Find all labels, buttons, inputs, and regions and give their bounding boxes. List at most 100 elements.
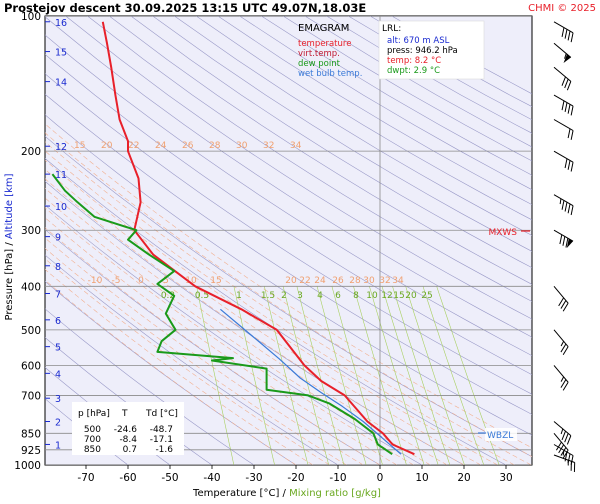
altitude-tick-label: 7 [55, 290, 61, 301]
legend-temperature: temperature [298, 39, 351, 49]
x-tick-label: -50 [161, 472, 178, 484]
table-cell: -17.1 [150, 435, 173, 445]
mixing-ratio-label: 1 [236, 291, 242, 301]
x-tick-label: -30 [245, 472, 262, 484]
x-axis-title: Temperature [°C] / Mixing ratio [g/kg] [192, 488, 381, 499]
mixing-ratio-label: 15 [393, 291, 404, 301]
altitude-tick-label: 12 [55, 142, 67, 153]
x-tick-label: -20 [287, 472, 304, 484]
x-tick-label: -40 [203, 472, 220, 484]
moist-adiabat-label: -5 [112, 276, 121, 286]
mixing-ratio-label: 8 [353, 291, 359, 301]
mixing-ratio-label: 3 [297, 291, 303, 301]
mixing-ratio-label: 1.5 [261, 291, 275, 301]
wind-barb [547, 330, 570, 355]
altitude-tick-label: 10 [55, 202, 67, 213]
y-tick-label: 850 [21, 428, 41, 440]
moist-adiabat-label: 15 [74, 141, 85, 151]
wind-barb [550, 22, 576, 42]
altitude-tick-label: 6 [55, 316, 61, 327]
altitude-tick-label: 5 [55, 343, 61, 354]
altitude-tick-label: 8 [55, 262, 61, 273]
altitude-tick-label: 4 [55, 369, 61, 380]
wind-barb-full [561, 303, 570, 311]
moist-adiabat-label: 34 [290, 141, 302, 151]
moist-adiabat-label: 22 [128, 141, 139, 151]
lrl-altitude: alt: 670 m ASL [387, 36, 450, 46]
moist-adiabat-label: 30 [363, 276, 375, 286]
copyright: CHMI © 2025 [528, 3, 596, 14]
x-tick-label: -10 [329, 472, 346, 484]
x-tick-label: 30 [499, 472, 512, 484]
table-cell: 850 [84, 445, 101, 455]
moist-adiabat-label: 26 [332, 276, 344, 286]
wind-barb [550, 445, 576, 465]
moist-adiabat-label: 26 [182, 141, 194, 151]
y-tick-label: 500 [21, 325, 41, 337]
wind-barb [548, 43, 571, 64]
table-cell: -24.6 [114, 425, 138, 435]
table-cell: 500 [84, 425, 101, 435]
wind-barb [550, 230, 574, 249]
wind-barb [551, 455, 578, 472]
table-cell: -8.4 [119, 435, 137, 445]
table-cell: -1.6 [155, 445, 173, 455]
altitude-tick-label: 15 [55, 48, 67, 59]
lrl-heading: LRL: [382, 24, 401, 34]
moist-adiabat-label: 15 [210, 276, 221, 286]
y-tick-label: 700 [21, 390, 41, 402]
y-tick-label: 925 [21, 445, 41, 457]
wind-barb-full [572, 463, 578, 472]
mixing-ratio-label: 6 [335, 291, 341, 301]
legend-wet-bulb: wet bulb temp. [298, 69, 362, 79]
wind-barb-full [561, 347, 570, 355]
wind-barb [548, 67, 573, 90]
y-tick-label: 300 [21, 225, 41, 237]
moist-adiabat-label: 32 [263, 141, 274, 151]
wind-barb [550, 195, 576, 215]
mixing-ratio-label: 2 [281, 291, 287, 301]
moist-adiabat-label: 20 [285, 276, 297, 286]
moist-adiabat-label: 28 [209, 141, 221, 151]
wind-barb [547, 365, 570, 390]
wind-barb [550, 120, 576, 140]
legend-heading: EMAGRAM [298, 23, 349, 34]
altitude-tick-label: 1 [55, 440, 61, 451]
mixing-ratio-label: 4 [317, 291, 323, 301]
x-tick-label: -60 [119, 472, 136, 484]
chart-title: Prostejov descent 30.09.2025 13:15 UTC 4… [4, 1, 366, 15]
lrl-pressure: press: 946.2 hPa [387, 46, 458, 56]
y-tick-label: 1000 [14, 460, 41, 472]
wind-barb [550, 151, 576, 171]
wind-barbs [547, 22, 577, 472]
altitude-tick-label: 11 [55, 170, 67, 181]
moist-adiabat-label: 24 [314, 276, 326, 286]
lrl-dewpoint: dwpt: 2.9 °C [387, 66, 440, 76]
moist-adiabat-label: 28 [349, 276, 361, 286]
mixing-ratio-label: 25 [421, 291, 432, 301]
mixing-ratio-label: 12 [381, 291, 392, 301]
moist-adiabat-label: 30 [236, 141, 248, 151]
altitude-tick-label: 14 [55, 78, 67, 89]
altitude-tick-label: 3 [55, 394, 61, 405]
plot-area [45, 16, 532, 465]
mxws-marker: MXWS [488, 228, 517, 238]
altitude-tick-label: 16 [55, 18, 67, 29]
table-header-p: p [hPa] [78, 409, 110, 419]
wind-barb [550, 95, 576, 115]
moist-adiabat-label: 34 [392, 276, 404, 286]
wind-barb [547, 286, 570, 311]
moist-adiabat-label: 32 [379, 276, 390, 286]
table-header-td: Td [°C] [145, 409, 178, 419]
x-tick-label: 0 [377, 472, 384, 484]
y-tick-label: 200 [21, 146, 41, 158]
mixing-ratio-label: 10 [366, 291, 378, 301]
moist-adiabat-label: 24 [155, 141, 167, 151]
wind-barb-full [561, 382, 570, 390]
table-cell: -48.7 [150, 425, 173, 435]
moist-adiabat-label: 0 [138, 276, 144, 286]
legend-virt-temp: virt.temp. [298, 49, 340, 59]
legend-dew-point: dew point [298, 59, 341, 69]
x-tick-label: 10 [415, 472, 428, 484]
